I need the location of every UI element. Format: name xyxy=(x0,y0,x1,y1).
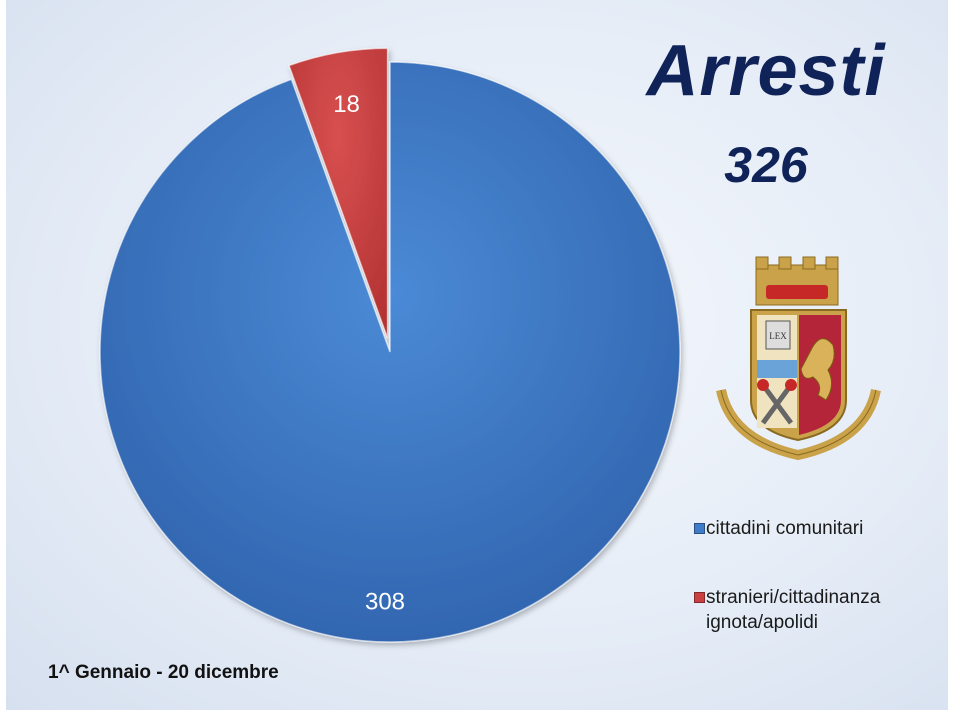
chart-subtitle-total: 326 xyxy=(724,137,808,193)
emblem-lex-text: LEX xyxy=(769,331,787,341)
pie-slice-1 xyxy=(288,47,389,339)
legend-item-stranieri: stranieri/cittadinanza ignota/apolidi xyxy=(694,585,948,635)
police-crest-icon: LEX xyxy=(716,256,881,461)
pie-slice-0 xyxy=(99,61,681,643)
date-range-note: 1^ Gennaio - 20 dicembre xyxy=(48,662,279,683)
legend-swatch-red xyxy=(694,592,705,603)
legend-label: stranieri/cittadinanza ignota/apolidi xyxy=(706,587,881,633)
pie-value-label-0: 308 xyxy=(365,588,405,615)
chart-canvas: 308 18 Arresti 326 LEX cittadini comunita… xyxy=(6,0,948,710)
chart-title: Arresti xyxy=(646,31,886,111)
pie-chart: 308 18 xyxy=(99,47,681,643)
legend-swatch-blue xyxy=(694,523,705,534)
pie-value-label-1: 18 xyxy=(333,91,360,118)
legend-label: cittadini comunitari xyxy=(706,518,864,539)
legend-item-cittadini-comunitari: cittadini comunitari xyxy=(694,516,864,541)
